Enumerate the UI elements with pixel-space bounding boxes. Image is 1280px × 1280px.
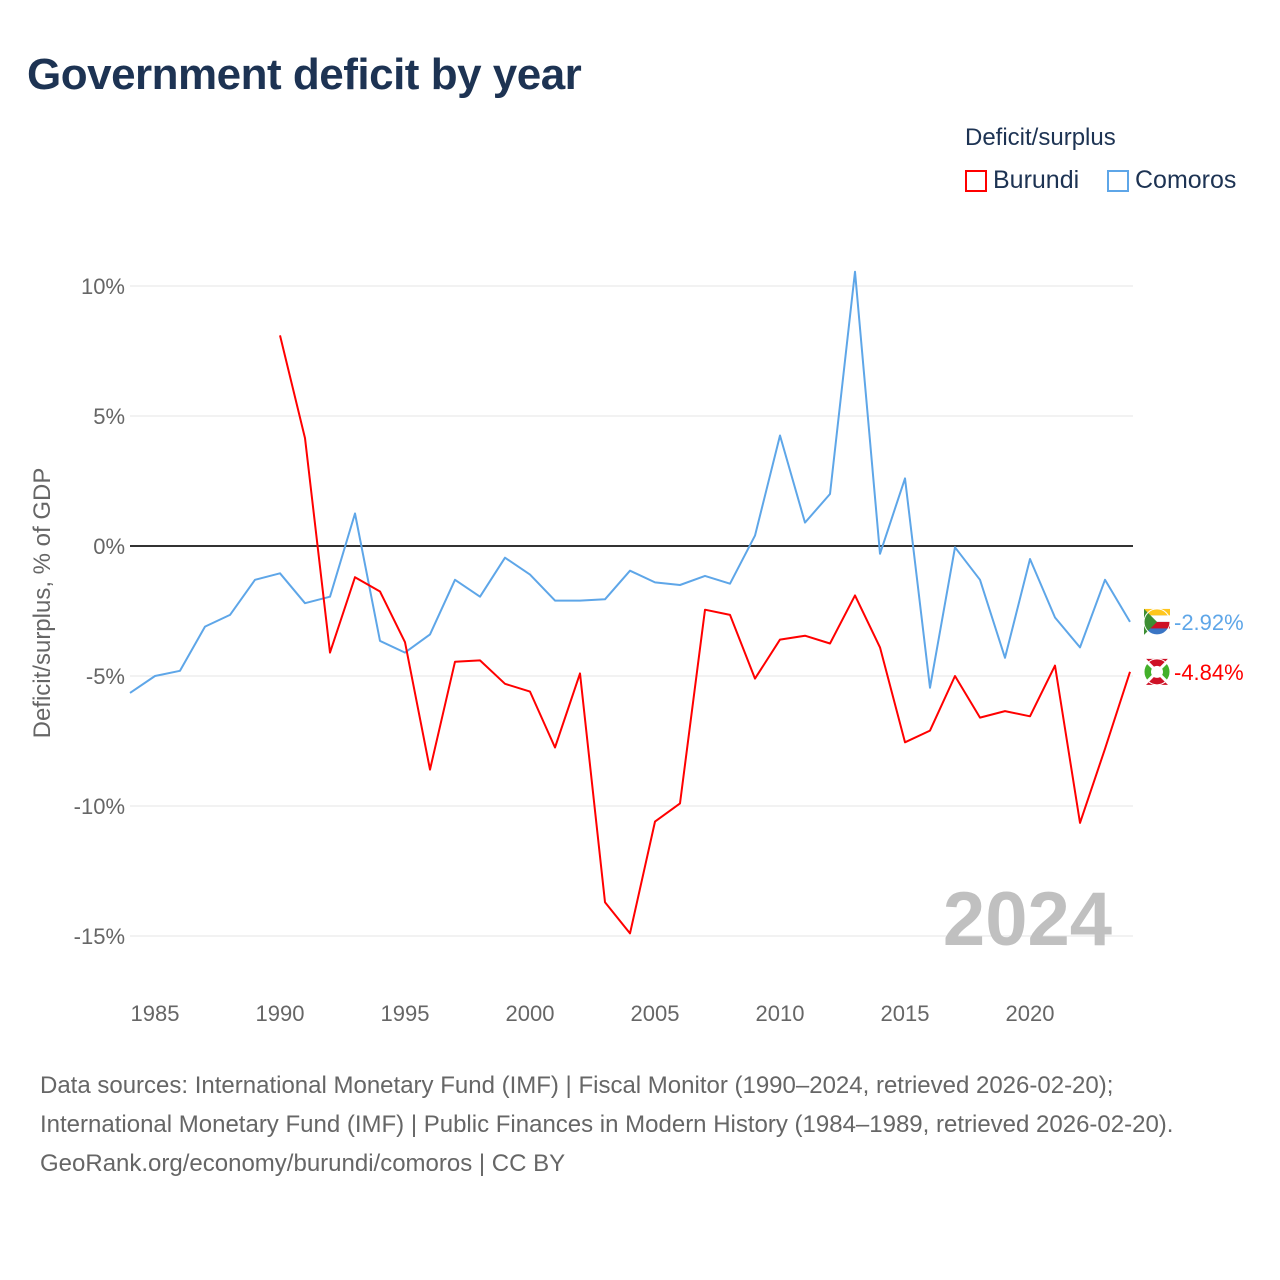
- y-tick-label: 5%: [93, 404, 125, 429]
- flag-icon-burundi: [1142, 657, 1172, 686]
- x-tick-label: 2020: [1006, 1001, 1055, 1026]
- x-tick-label: 2005: [631, 1001, 680, 1026]
- x-tick-label: 2010: [756, 1001, 805, 1026]
- x-tick-label: 2000: [506, 1001, 555, 1026]
- line-chart: 10% 5% 0% -5% -10% -15% 1985 1990 1995 2000 2005 20…: [29, 270, 1244, 1026]
- legend-label: Burundi: [993, 166, 1080, 194]
- y-tick-label: 0%: [93, 534, 125, 559]
- x-tick-label: 1990: [256, 1001, 305, 1026]
- legend-swatch-comoros: [1107, 169, 1129, 192]
- end-value-label: -2.92%: [1174, 610, 1244, 635]
- legend-label: Comoros: [1135, 166, 1237, 194]
- y-tick-label: 10%: [81, 274, 125, 299]
- legend-item-comoros[interactable]: Comoros: [1107, 166, 1236, 195]
- series-line-burundi: [279, 335, 1131, 935]
- attribution-link[interactable]: GeoRank.org/economy/burundi/comoros | CC…: [40, 1150, 566, 1177]
- legend-item-burundi[interactable]: Burundi: [965, 166, 1079, 195]
- x-tick-label: 1985: [131, 1001, 180, 1026]
- legend-swatch-burundi: [965, 169, 987, 192]
- year-watermark: 2024: [943, 877, 1112, 962]
- x-tick-label: 2015: [881, 1001, 930, 1026]
- end-value-label: -4.84%: [1174, 660, 1244, 685]
- y-tick-label: -15%: [74, 924, 125, 949]
- legend-title: Deficit/surplus: [965, 124, 1116, 151]
- data-sources-text: Data sources: International Monetary Fun…: [40, 1072, 1174, 1138]
- sources-footer: Data sources: International Monetary Fun…: [40, 1066, 1240, 1183]
- chart-title: Government deficit by year: [27, 50, 582, 99]
- y-axis-label: Deficit/surplus, % of GDP: [29, 468, 56, 739]
- series-line-comoros: [129, 270, 1131, 694]
- flag-icon-comoros: [1143, 608, 1171, 636]
- y-tick-label: -10%: [74, 794, 125, 819]
- x-tick-label: 1995: [381, 1001, 430, 1026]
- y-tick-label: -5%: [86, 664, 125, 689]
